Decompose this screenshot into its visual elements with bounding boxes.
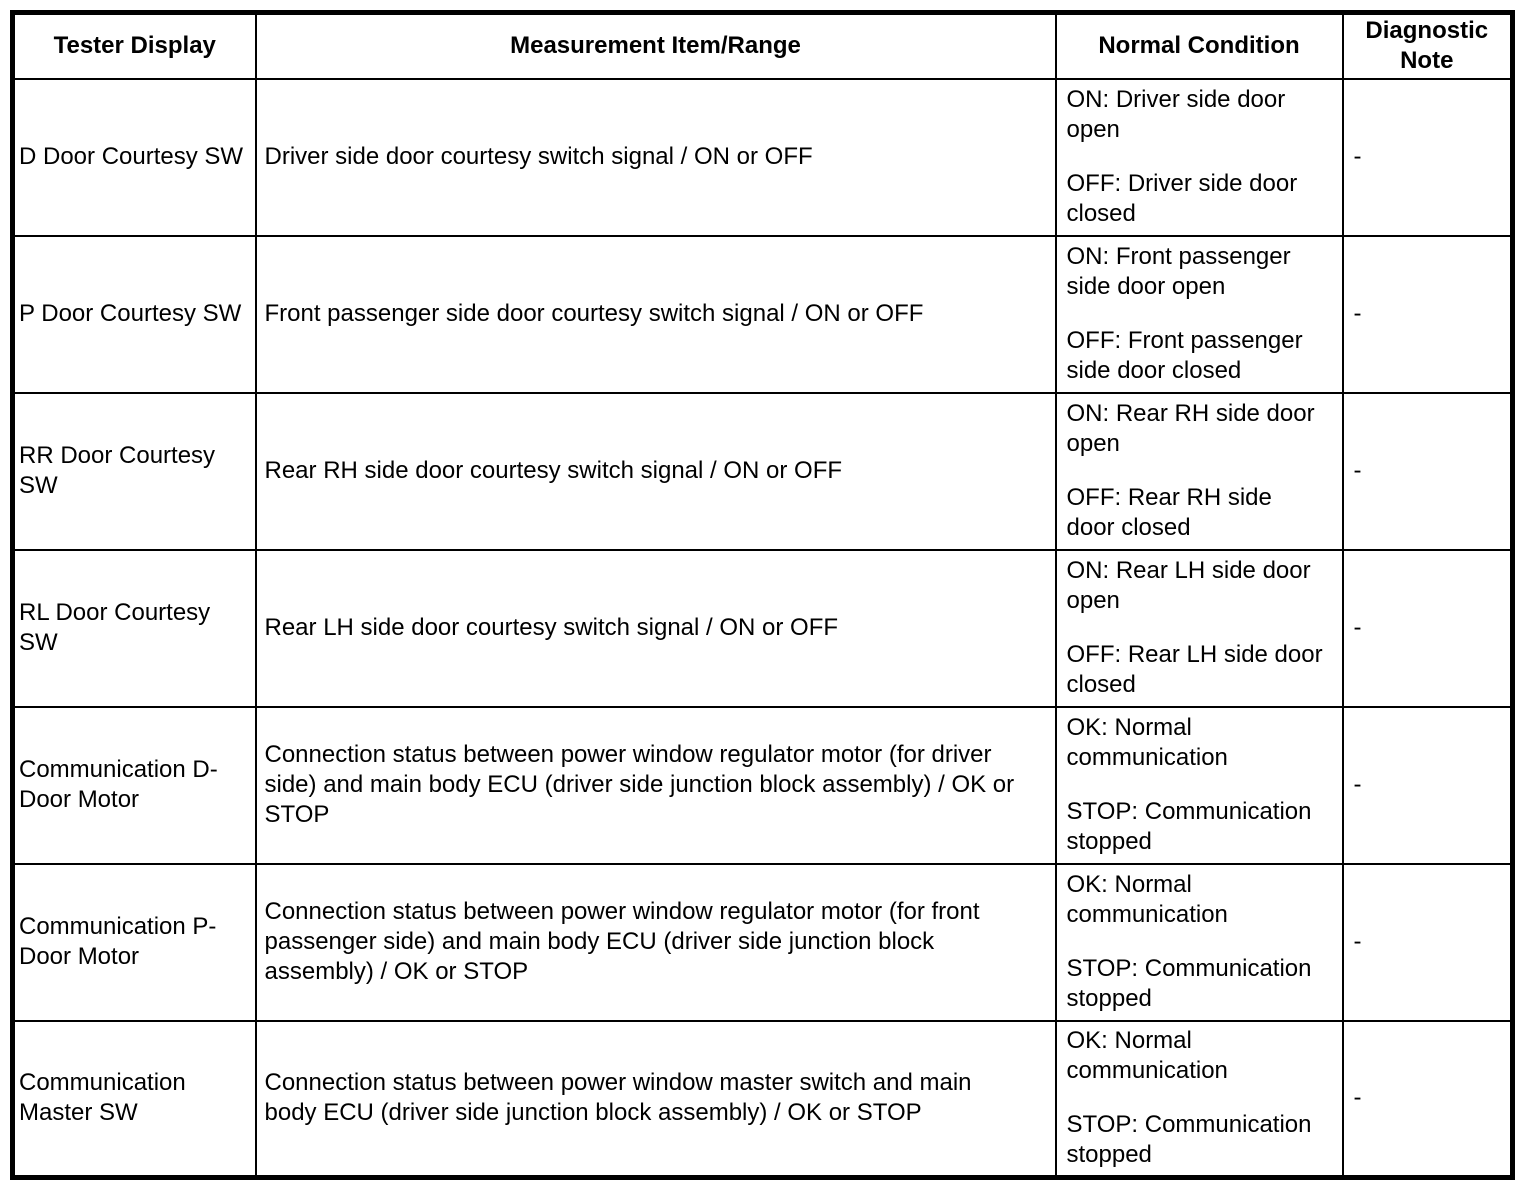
measurement-cell: Rear LH side door courtesy switch signal… — [254, 548, 1057, 708]
diagnostic-note-cell: - — [1341, 1019, 1514, 1179]
tester-display-cell: D Door Courtesy SW — [11, 77, 257, 237]
tester-display-cell: P Door Courtesy SW — [11, 234, 257, 394]
table-row: RL Door Courtesy SW Rear LH side door co… — [11, 548, 1514, 708]
table-row: D Door Courtesy SW Driver side door cour… — [11, 77, 1514, 237]
normal-condition-cell: ON: Rear RH side door open OFF: Rear RH … — [1054, 391, 1344, 551]
table-row: RR Door Courtesy SW Rear RH side door co… — [11, 391, 1514, 551]
diagnostic-note-cell: - — [1341, 705, 1514, 865]
normal-condition-cell: OK: Normal communication STOP: Communica… — [1054, 705, 1344, 865]
normal-condition-cell: ON: Driver side door open OFF: Driver si… — [1054, 77, 1344, 237]
normal-condition-cell: ON: Front passenger side door open OFF: … — [1054, 234, 1344, 394]
diagnostic-note-cell: - — [1341, 234, 1514, 394]
condition-on-line: ON: Rear LH side door open — [1066, 557, 1311, 614]
condition-ok-line: OK: Normal communication — [1066, 714, 1228, 771]
tester-display-cell: Communication Master SW — [11, 1019, 257, 1179]
condition-stop-line: STOP: Communication stopped — [1066, 1111, 1312, 1169]
header-tester-display: Tester Display — [11, 11, 257, 80]
table-row: Communication D-Door Motor Connection st… — [11, 705, 1514, 865]
condition-off-line: OFF: Rear RH side door closed — [1066, 484, 1272, 541]
table-header-row: Tester Display Measurement Item/Range No… — [11, 11, 1514, 80]
measurement-cell: Connection status between power window m… — [254, 1019, 1057, 1179]
condition-on-line: ON: Driver side door open — [1066, 86, 1286, 143]
tester-display-cell: RL Door Courtesy SW — [11, 548, 257, 708]
table-row: Communication P-Door Motor Connection st… — [11, 862, 1514, 1022]
condition-off-line: OFF: Driver side door closed — [1066, 170, 1298, 227]
tester-display-cell: RR Door Courtesy SW — [11, 391, 257, 551]
measurement-cell: Connection status between power window r… — [254, 862, 1057, 1022]
condition-on-line: ON: Rear RH side door open — [1066, 400, 1315, 457]
diagnostic-note-cell: - — [1341, 548, 1514, 708]
normal-condition-cell: OK: Normal communication STOP: Communica… — [1054, 862, 1344, 1022]
diagnostic-note-cell: - — [1341, 77, 1514, 237]
measurement-cell: Front passenger side door courtesy switc… — [254, 234, 1057, 394]
data-list-table: Tester Display Measurement Item/Range No… — [10, 10, 1515, 1180]
condition-stop-line: STOP: Communication stopped — [1066, 798, 1312, 855]
normal-condition-cell: OK: Normal communication STOP: Communica… — [1054, 1019, 1344, 1179]
table-row: P Door Courtesy SW Front passenger side … — [11, 234, 1514, 394]
measurement-cell: Driver side door courtesy switch signal … — [254, 77, 1057, 237]
condition-stop-line: STOP: Communication stopped — [1066, 955, 1312, 1012]
tester-display-cell: Communication P-Door Motor — [11, 862, 257, 1022]
header-diagnostic-note: Diagnostic Note — [1341, 11, 1514, 80]
table-row: Communication Master SW Connection statu… — [11, 1019, 1514, 1179]
tester-display-cell: Communication D-Door Motor — [11, 705, 257, 865]
diagnostic-note-cell: - — [1341, 391, 1514, 551]
measurement-cell: Connection status between power window r… — [254, 705, 1057, 865]
condition-off-line: OFF: Front passenger side door closed — [1066, 327, 1303, 384]
condition-ok-line: OK: Normal communication — [1066, 1027, 1228, 1085]
condition-on-line: ON: Front passenger side door open — [1066, 243, 1291, 300]
header-measurement-item-range: Measurement Item/Range — [254, 11, 1057, 80]
diagnostic-note-cell: - — [1341, 862, 1514, 1022]
condition-ok-line: OK: Normal communication — [1066, 871, 1228, 928]
measurement-cell: Rear RH side door courtesy switch signal… — [254, 391, 1057, 551]
header-normal-condition: Normal Condition — [1054, 11, 1344, 80]
normal-condition-cell: ON: Rear LH side door open OFF: Rear LH … — [1054, 548, 1344, 708]
condition-off-line: OFF: Rear LH side door closed — [1066, 641, 1323, 698]
